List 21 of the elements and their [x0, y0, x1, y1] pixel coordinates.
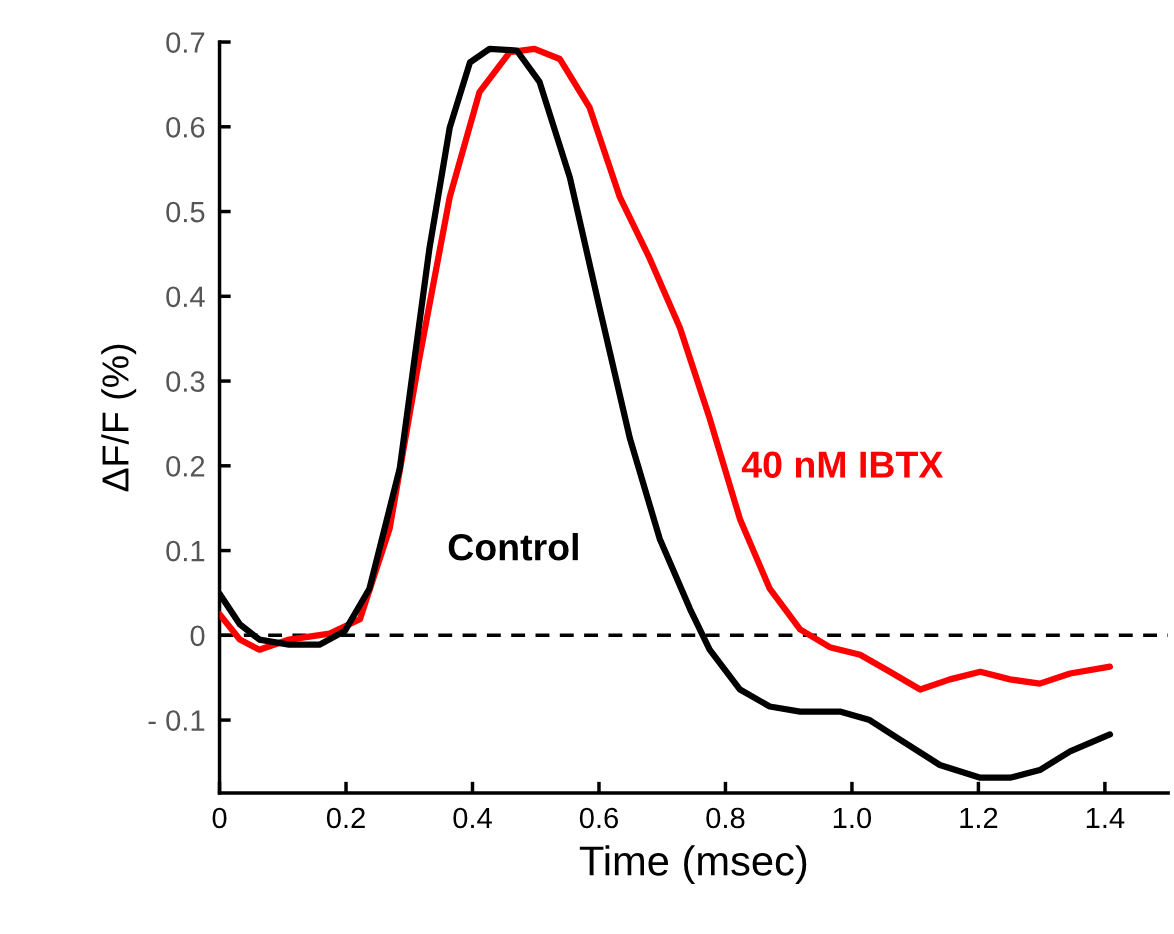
y-axis-title: ΔF/F (%) [101, 344, 137, 492]
series-label: 40 nM IBTX [741, 451, 944, 478]
x-tick-label: 1.4 [1086, 807, 1125, 828]
x-tick-label: 1.2 [960, 807, 998, 828]
x-tick-label: 0.8 [706, 807, 745, 829]
y-tick-label: - 0.1 [148, 710, 205, 731]
y-tick-label: 0.6 [166, 116, 205, 138]
y-tick-label: 0 [190, 625, 205, 647]
x-tick-label: 0.2 [326, 807, 365, 829]
x-tick-label: 0.4 [453, 807, 492, 829]
y-tick-label: 0.2 [166, 456, 205, 477]
x-tick-label: 0.6 [579, 807, 618, 829]
y-tick-label: 0.1 [166, 540, 205, 562]
x-axis-title: Time (msec) [579, 845, 807, 884]
x-tick-label: 0 [212, 807, 227, 829]
x-tick-label: 1.0 [833, 807, 872, 829]
series-label: Control [448, 533, 578, 561]
y-tick-label: 0.5 [166, 201, 205, 223]
y-tick-label: 0.7 [166, 32, 205, 53]
y-tick-label: 0.3 [166, 371, 205, 392]
y-tick-label: 0.4 [166, 286, 205, 308]
